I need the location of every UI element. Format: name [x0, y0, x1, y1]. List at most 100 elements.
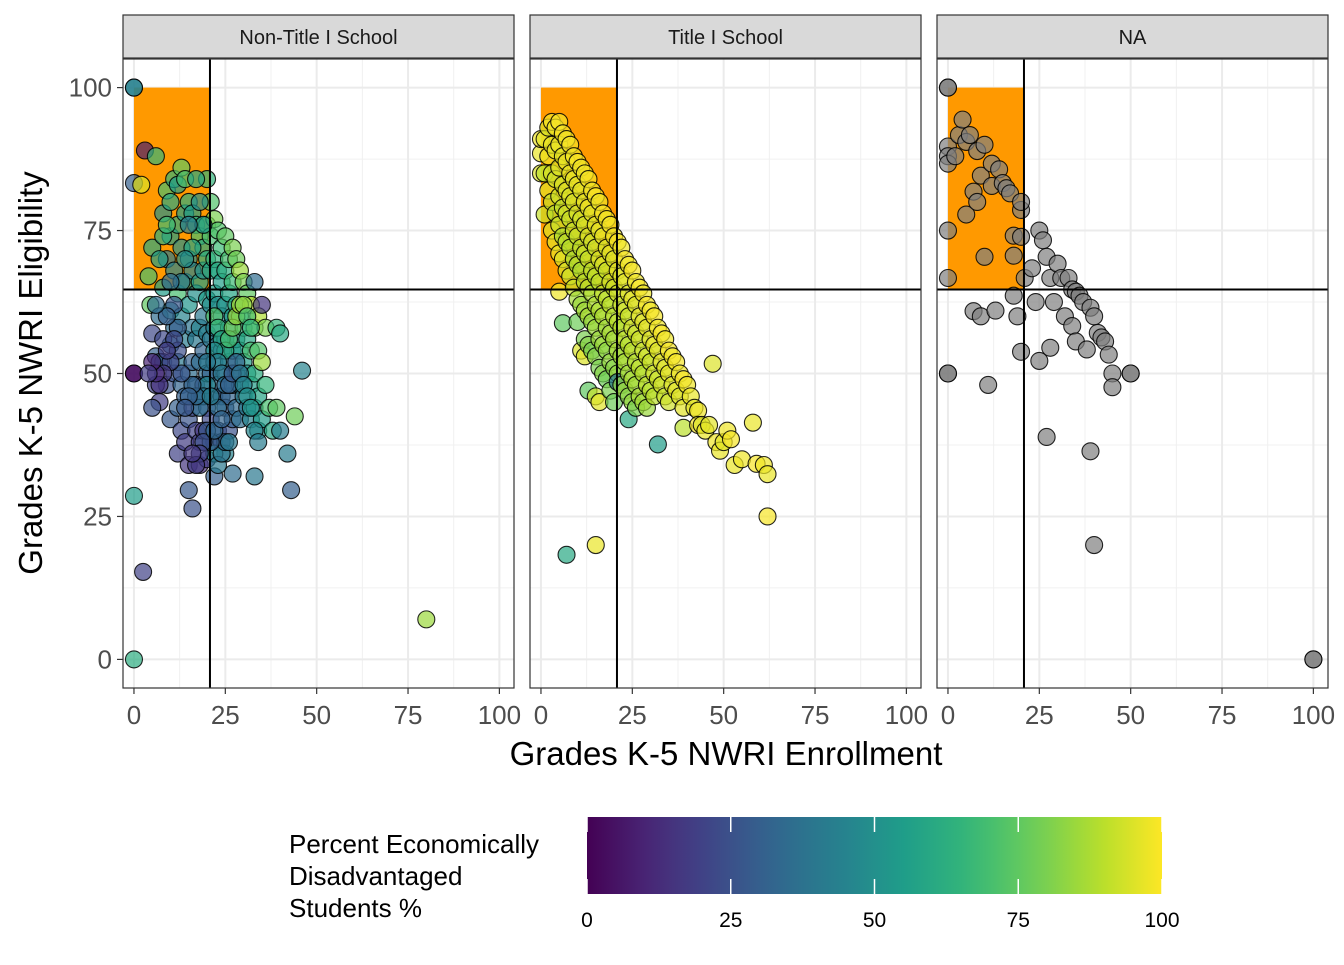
data-point: [139, 364, 158, 383]
data-point: [249, 433, 268, 452]
data-point: [1011, 227, 1031, 246]
data-point: [938, 221, 958, 240]
points-group: [531, 112, 777, 564]
data-point: [946, 147, 965, 166]
data-point: [1099, 345, 1118, 364]
data-point: [1304, 650, 1323, 669]
facet-strip: [529, 14, 922, 59]
legend-tick-label: 50: [863, 909, 886, 932]
data-point: [1081, 442, 1100, 461]
data-point: [271, 421, 290, 440]
data-point: [143, 398, 162, 417]
data-point: [1011, 192, 1031, 212]
data-point: [557, 545, 576, 564]
x-tick-label: 75: [394, 700, 423, 730]
data-point: [187, 170, 206, 189]
x-tick-label: 100: [478, 700, 521, 730]
data-point: [1041, 338, 1060, 357]
data-point: [241, 318, 260, 337]
points-group: [938, 78, 1323, 669]
x-tick-label: 50: [709, 700, 738, 730]
data-point: [1008, 307, 1027, 326]
data-point: [150, 250, 169, 269]
data-point: [758, 507, 777, 526]
data-point: [179, 481, 198, 500]
facet-panel-1: Title I School 0 25 50 75 100: [529, 14, 928, 730]
data-point: [241, 398, 260, 417]
facet-panel-0: Non-Title I School 0 25 50 75 100: [122, 14, 521, 730]
facet-panel-2: NA 0 25 50 75 100: [936, 14, 1335, 730]
data-point: [161, 192, 180, 212]
data-point: [157, 341, 176, 360]
data-point: [245, 467, 264, 486]
data-point: [176, 250, 195, 269]
data-point: [212, 410, 231, 429]
data-point: [190, 192, 209, 212]
data-point: [278, 444, 297, 463]
data-point: [1022, 259, 1042, 278]
data-point: [183, 444, 202, 463]
data-point: [197, 353, 217, 372]
x-tick-label: 0: [941, 700, 955, 730]
data-point: [1030, 351, 1049, 370]
x-tick-label: 0: [127, 700, 141, 730]
data-point: [938, 78, 958, 97]
data-point: [968, 192, 987, 212]
data-point: [721, 430, 741, 449]
y-tick-label: 0: [98, 644, 112, 674]
facet-strip-label: Title I School: [668, 27, 783, 49]
data-point: [157, 307, 176, 326]
data-point: [703, 354, 722, 373]
data-point: [1033, 231, 1053, 250]
x-tick-label: 50: [302, 700, 331, 730]
facet-strip-label: Non-Title I School: [239, 27, 397, 49]
legend-title-line: Percent Economically: [289, 829, 539, 859]
x-axis-title: Grades K-5 NWRI Enrollment: [510, 735, 943, 772]
data-point: [252, 295, 271, 314]
data-point: [938, 364, 958, 383]
data-point: [223, 464, 242, 483]
legend-title-line: Students %: [289, 893, 422, 923]
data-point: [960, 126, 979, 145]
facet-strip: [122, 14, 515, 59]
data-point: [134, 562, 153, 581]
x-tick-label: 75: [1208, 700, 1237, 730]
legend-tick-label: 0: [581, 909, 593, 932]
data-point: [256, 375, 275, 394]
data-point: [957, 205, 976, 224]
legend-title-line: Disadvantaged: [289, 861, 462, 891]
data-point: [1103, 378, 1122, 397]
data-point: [1004, 286, 1023, 305]
data-point: [293, 361, 312, 380]
data-point: [758, 465, 777, 484]
y-axis-title: Grades K-5 NWRI Eligibility: [12, 171, 49, 575]
x-tick-label: 25: [618, 700, 647, 730]
data-point: [674, 418, 693, 437]
y-tick-label: 50: [83, 359, 112, 389]
panel-border: [936, 58, 1329, 689]
data-point: [975, 135, 994, 154]
legend-tick-label: 25: [719, 909, 742, 932]
data-point: [1121, 364, 1140, 383]
legend-tick-label: 100: [1144, 909, 1179, 932]
x-tick-label: 75: [801, 700, 830, 730]
data-point: [1077, 340, 1096, 359]
x-tick-label: 100: [1292, 700, 1335, 730]
legend: Percent EconomicallyDisadvantagedStudent…: [289, 817, 1180, 932]
data-point: [648, 435, 667, 454]
data-point: [271, 324, 290, 343]
data-point: [1085, 307, 1104, 326]
facet-strip: [936, 14, 1329, 59]
data-point: [124, 650, 144, 669]
x-tick-label: 0: [534, 700, 548, 730]
data-point: [267, 398, 286, 417]
data-point: [700, 415, 719, 435]
legend-tick-label: 75: [1007, 909, 1030, 932]
data-point: [1026, 292, 1045, 312]
data-point: [1011, 342, 1031, 361]
data-point: [986, 301, 1005, 320]
data-point: [586, 535, 605, 555]
data-point: [1044, 292, 1063, 312]
